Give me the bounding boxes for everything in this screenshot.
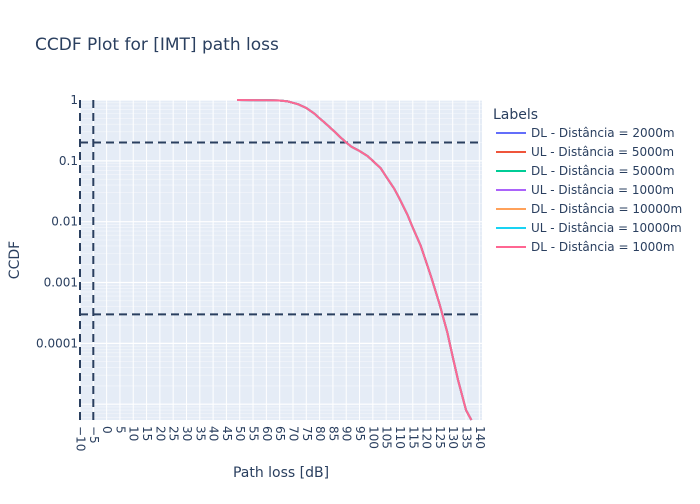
x-tick-label: 110 — [393, 426, 407, 449]
x-tick-label: 105 — [380, 426, 394, 449]
x-tick-label: 90 — [340, 426, 354, 441]
y-tick-label: 0.1 — [59, 154, 78, 168]
y-tick-label: 0.0001 — [36, 336, 78, 350]
legend-item: DL - Distância = 1000m — [496, 240, 675, 254]
y-tick-label: 0.001 — [44, 276, 78, 290]
x-tick-label: −5 — [87, 426, 101, 444]
x-tick-label: 130 — [446, 426, 460, 449]
legend-title: Labels — [493, 107, 538, 123]
x-tick-label: 15 — [140, 426, 154, 441]
x-tick-label: 20 — [153, 426, 167, 441]
x-tick-label: 25 — [167, 426, 181, 441]
legend-label: DL - Distância = 2000m — [531, 126, 675, 140]
x-tick-label: 120 — [420, 426, 434, 449]
legend-item: UL - Distância = 1000m — [496, 183, 674, 197]
legend-item: UL - Distância = 10000m — [496, 221, 682, 235]
legend-label: UL - Distância = 10000m — [531, 221, 682, 235]
x-tick-label: 10 — [127, 426, 141, 441]
x-tick-label: 0 — [100, 426, 114, 434]
x-tick-label: 125 — [433, 426, 447, 449]
x-tick-label: 40 — [207, 426, 221, 441]
legend-label: DL - Distância = 1000m — [531, 240, 675, 254]
x-tick-label: 65 — [273, 426, 287, 441]
x-tick-label: 75 — [300, 426, 314, 441]
legend-item: DL - Distância = 5000m — [496, 164, 675, 178]
x-tick-label: 5 — [113, 426, 127, 434]
legend: Labels DL - Distância = 2000m UL - Distân… — [493, 107, 682, 254]
x-tick-label: 45 — [220, 426, 234, 441]
x-tick-label: 115 — [406, 426, 420, 449]
x-tick-label: 140 — [473, 426, 487, 449]
series-line-7 — [237, 99, 473, 421]
legend-label: UL - Distância = 5000m — [531, 145, 674, 159]
legend-label: DL - Distância = 10000m — [531, 202, 682, 216]
legend-item: DL - Distância = 10000m — [496, 202, 682, 216]
x-tick-label: 70 — [286, 426, 300, 441]
x-tick-label: 85 — [326, 426, 340, 441]
x-tick-label: 100 — [366, 426, 380, 449]
y-tick-label: 0.01 — [51, 215, 78, 229]
plot-area — [80, 100, 482, 420]
x-tick-label: −10 — [74, 426, 88, 451]
x-tick-label: 50 — [233, 426, 247, 441]
x-tick-label: 80 — [313, 426, 327, 441]
legend-label: UL - Distância = 1000m — [531, 183, 674, 197]
series-lines — [237, 99, 473, 421]
legend-item: UL - Distância = 5000m — [496, 145, 674, 159]
legend-label: DL - Distância = 5000m — [531, 164, 675, 178]
y-axis-ticks: 1 0.1 0.01 0.001 0.0001 — [36, 93, 78, 350]
x-tick-label: 60 — [260, 426, 274, 441]
y-axis-label: CCDF — [7, 241, 23, 279]
x-axis-label: Path loss [dB] — [233, 465, 329, 481]
x-tick-label: 35 — [193, 426, 207, 441]
legend-item: DL - Distância = 2000m — [496, 126, 675, 140]
reference-lines — [79, 100, 482, 420]
x-tick-label: 95 — [353, 426, 367, 441]
legend-items: DL - Distância = 2000m UL - Distância = 5… — [496, 126, 682, 254]
x-tick-label: 135 — [460, 426, 474, 449]
y-tick-label: 1 — [70, 93, 78, 107]
chart-title: CCDF Plot for [IMT] path loss — [35, 35, 279, 55]
x-axis-ticks: −10 −5 0 5 10 15 20 25 30 35 40 45 50 55 60 65 70 75 80 85 9… — [74, 426, 487, 451]
x-tick-label: 55 — [247, 426, 261, 441]
x-tick-label: 30 — [180, 426, 194, 441]
